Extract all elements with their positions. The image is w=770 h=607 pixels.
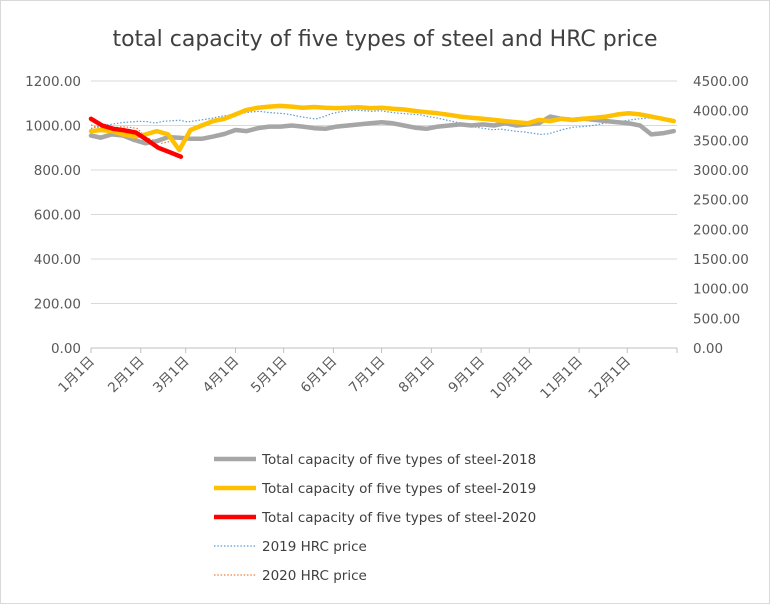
y-right-tick-label: 500.00 — [693, 311, 740, 327]
y-right-tick-label: 2500.00 — [693, 193, 749, 209]
y-left-tick-label: 200.00 — [34, 297, 81, 313]
x-tick-label: 6月1日 — [298, 354, 341, 397]
x-tick-label: 9月1日 — [445, 354, 488, 397]
x-tick-label: 3月1日 — [150, 354, 193, 397]
x-tick-label: 1月1日 — [55, 354, 98, 397]
y-left-tick-label: 800.00 — [34, 163, 81, 179]
legend-entry: 2020 HRC price — [262, 568, 367, 584]
y-right-tick-label: 3500.00 — [693, 133, 749, 149]
x-tick-label: 2月1日 — [105, 354, 148, 397]
x-tick-label: 7月1日 — [346, 354, 389, 397]
x-tick-label: 4月1日 — [200, 354, 243, 397]
series-line-2 — [88, 116, 184, 159]
y-right-tick-label: 4000.00 — [693, 104, 749, 120]
y-left-tick-label: 1200.00 — [25, 74, 81, 90]
legend: Total capacity of five types of steel-20… — [214, 452, 536, 584]
y-right-tick-label: 0.00 — [693, 341, 723, 357]
x-tick-label: 11月1日 — [537, 354, 586, 403]
legend-entry: Total capacity of five types of steel-20… — [261, 481, 536, 497]
y-left-tick-label: 600.00 — [34, 208, 81, 224]
x-tick-label: 8月1日 — [396, 354, 439, 397]
y-right-tick-label: 3000.00 — [693, 163, 749, 179]
chart-title: total capacity of five types of steel an… — [112, 27, 657, 52]
x-tick-label: 5月1日 — [248, 354, 291, 397]
y-left-tick-label: 1000.00 — [25, 119, 81, 135]
y-left-tick-label: 0.00 — [51, 341, 81, 357]
legend-entry: Total capacity of five types of steel-20… — [261, 452, 536, 468]
series-lines — [88, 103, 677, 159]
series-line-1 — [88, 103, 677, 153]
legend-entry: 2019 HRC price — [262, 539, 367, 555]
y-right-tick-label: 1000.00 — [693, 282, 749, 298]
legend-entry: Total capacity of five types of steel-20… — [261, 510, 536, 526]
x-tick-label: 10月1日 — [487, 354, 536, 403]
y-left-tick-label: 400.00 — [34, 252, 81, 268]
y-right-tick-label: 1500.00 — [693, 252, 749, 268]
x-tick-label: 12月1日 — [585, 354, 634, 403]
gridlines — [91, 80, 677, 304]
y-right-tick-label: 4500.00 — [693, 74, 749, 90]
series-line-3 — [90, 109, 674, 135]
y-right-tick-label: 2000.00 — [693, 222, 749, 238]
